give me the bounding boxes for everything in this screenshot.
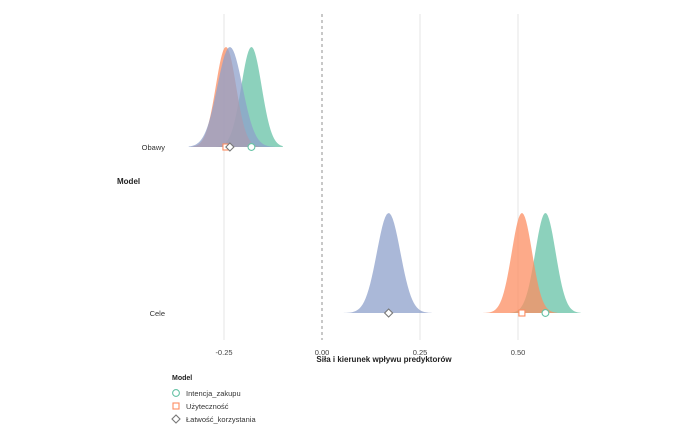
density-ridge <box>510 213 581 313</box>
point-estimate-marker <box>541 309 550 317</box>
density-ridge <box>216 47 283 147</box>
density-layer <box>188 47 581 313</box>
legend-label: Użyteczność <box>186 402 229 411</box>
legend-title: Model <box>172 375 192 382</box>
x-tick-label: -0.25 <box>215 348 232 357</box>
legend-label: Intencja_zakupu <box>186 389 241 398</box>
legend-marker-diamond <box>171 414 181 424</box>
x-tick-label: 0.25 <box>413 348 428 357</box>
x-axis-title: Siła i kierunek wpływu predyktorów <box>316 355 452 364</box>
legend: Model Intencja_zakupu Użyteczność Łatwość_… <box>171 375 256 424</box>
y-category-label: Cele <box>150 309 165 318</box>
axis-layer: Model Siła i kierunek wpływu predyktorów… <box>117 143 525 364</box>
legend-label: Łatwość_korzystania <box>186 415 256 424</box>
density-ridge <box>341 213 432 313</box>
point-estimate-marker <box>518 309 526 317</box>
x-tick-label: 0.50 <box>511 348 526 357</box>
point-estimate-marker <box>383 308 394 318</box>
legend-item: Intencja_zakupu <box>172 389 241 398</box>
legend-marker-circle <box>172 389 180 397</box>
density-ridge <box>188 47 275 148</box>
legend-item: Użyteczność <box>172 402 229 411</box>
legend-marker-square <box>172 402 180 410</box>
density-ridge <box>482 213 558 313</box>
marker-layer <box>222 142 550 318</box>
y-category-label: Obawy <box>142 143 166 152</box>
point-estimate-marker <box>225 142 235 152</box>
x-tick-label: 0.00 <box>315 348 330 357</box>
legend-item: Łatwość_korzystania <box>171 414 256 424</box>
point-estimate-marker <box>247 143 256 151</box>
y-axis-title: Model <box>117 177 140 186</box>
